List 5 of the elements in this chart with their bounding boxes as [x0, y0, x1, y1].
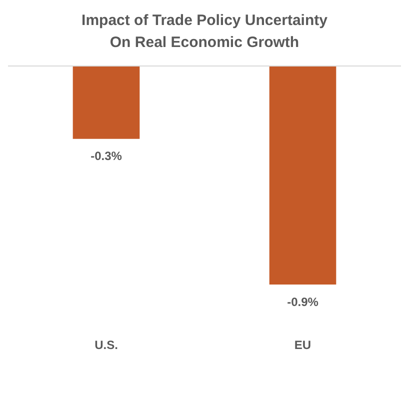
data-label: -0.3% [90, 149, 122, 164]
x-tick-label: EU [294, 338, 312, 352]
data-label: -0.9% [287, 294, 319, 309]
x-tick-label: U.S. [94, 338, 118, 352]
chart-title: Impact of Trade Policy Uncertainty On Real Economic Growth [80, 11, 328, 53]
